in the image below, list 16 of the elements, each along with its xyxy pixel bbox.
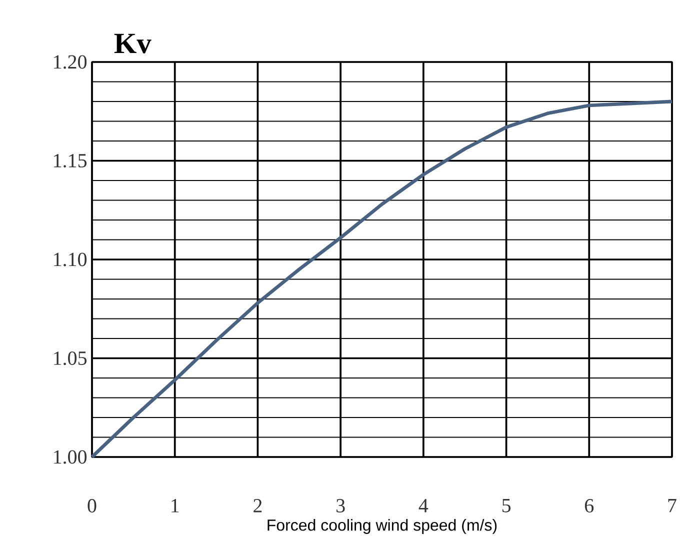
y-tick-label: 1.20 [54,55,87,69]
x-tick-label: 3 [336,499,345,512]
x-tick-label: 4 [418,499,428,512]
y-axis-title: Kv [114,34,152,54]
y-tick-label: 1.10 [54,252,87,266]
x-tick-label: 6 [584,499,594,512]
x-tick-label: 1 [172,499,179,512]
x-tick-label: 0 [88,499,96,513]
y-tick-label: 1.05 [54,351,87,366]
x-tick-label: 2 [254,499,262,512]
line-series [90,100,674,459]
x-axis-title: Forced cooling wind speed (m/s) [268,519,497,534]
y-tick-label: 1.15 [54,154,87,168]
y-tick-label: 1.00 [54,450,87,464]
x-tick-label: 7 [668,499,676,512]
x-tick-label: 5 [502,499,511,512]
